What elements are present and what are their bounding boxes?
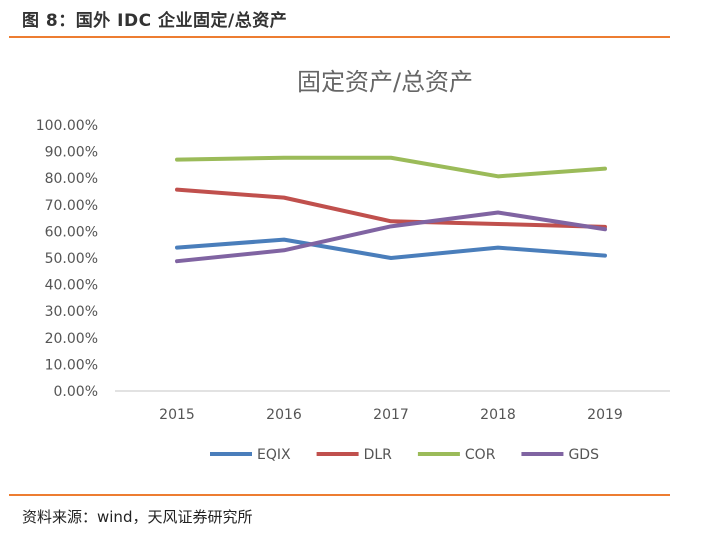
x-tick-label: 2017 bbox=[373, 407, 409, 423]
y-tick-label: 20.00% bbox=[45, 331, 98, 347]
chart-title: 固定资产/总资产 bbox=[297, 68, 473, 96]
y-tick-label: 90.00% bbox=[45, 145, 98, 161]
y-tick-label: 100.00% bbox=[36, 118, 98, 134]
x-tick-label: 2018 bbox=[480, 407, 516, 423]
series-line-eqix bbox=[175, 237, 607, 260]
bottom-divider bbox=[9, 494, 670, 496]
y-tick-label: 80.00% bbox=[45, 171, 98, 187]
legend-label-eqix: EQIX bbox=[257, 447, 291, 463]
figure-title: 图 8：国外 IDC 企业固定/总资产 bbox=[22, 11, 288, 31]
x-tick-label: 2016 bbox=[266, 407, 302, 423]
source-note: 资料来源：wind，天风证券研究所 bbox=[22, 508, 253, 526]
y-tick-label: 30.00% bbox=[45, 304, 98, 320]
series-line-dlr bbox=[175, 187, 607, 229]
y-tick-label: 0.00% bbox=[54, 384, 98, 400]
y-tick-label: 50.00% bbox=[45, 251, 98, 267]
y-tick-label: 70.00% bbox=[45, 198, 98, 214]
x-tick-label: 2015 bbox=[159, 407, 195, 423]
series-line-gds bbox=[175, 210, 607, 264]
legend-label-dlr: DLR bbox=[364, 447, 393, 463]
x-tick-label: 2019 bbox=[587, 407, 623, 423]
series-line-cor bbox=[175, 155, 607, 179]
top-divider bbox=[9, 36, 670, 38]
y-tick-label: 40.00% bbox=[45, 278, 98, 294]
legend-label-cor: COR bbox=[465, 447, 496, 463]
y-tick-label: 60.00% bbox=[45, 224, 98, 240]
legend-label-gds: GDS bbox=[568, 447, 599, 463]
y-tick-label: 10.00% bbox=[45, 357, 98, 373]
